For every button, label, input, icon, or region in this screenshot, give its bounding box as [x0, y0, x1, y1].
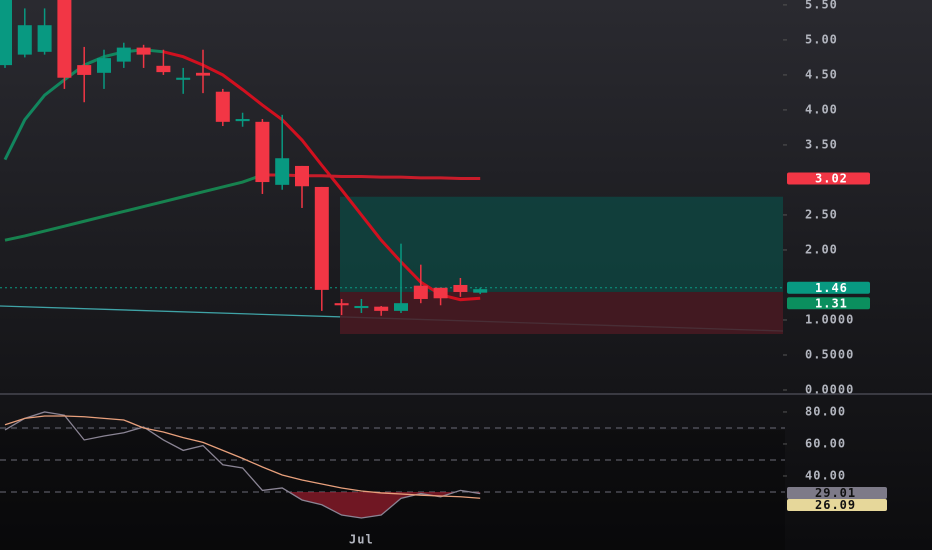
candle-body: [196, 72, 210, 76]
candle-body: [215, 91, 230, 122]
x-tick-label: Jul: [349, 533, 374, 547]
y-tick-label: 40.00: [805, 468, 846, 482]
indicator-line: [4, 173, 263, 242]
price-marker-label: 1.31: [815, 296, 848, 310]
y-tick-label: 2.50: [805, 207, 838, 221]
candle-body: [413, 285, 428, 299]
candle-body: [235, 119, 250, 122]
y-tick-label: 0.0000: [805, 383, 854, 397]
candle-body: [77, 65, 92, 75]
y-tick-label: 5.50: [805, 0, 838, 11]
value-marker-label: 29.01: [815, 486, 856, 500]
candle-body: [473, 289, 488, 293]
value-marker: [787, 499, 887, 511]
candle-body: [334, 303, 349, 306]
candle-body: [295, 165, 309, 187]
candle-body: [255, 121, 270, 183]
value-marker: [787, 487, 887, 499]
candle-body: [37, 25, 52, 52]
y-tick-label: 3.50: [805, 137, 838, 151]
oversold-fill: [288, 492, 481, 518]
stop-zone: [340, 291, 783, 334]
candle-body: [176, 77, 191, 80]
indicator-line: [4, 415, 481, 499]
candle-body: [394, 303, 408, 311]
candle-body: [314, 186, 329, 290]
y-tick-label: 4.00: [805, 102, 838, 116]
price-marker: [787, 281, 870, 294]
candle-body: [0, 0, 12, 66]
price-marker-label: 1.46: [815, 281, 848, 295]
price-marker: [787, 172, 870, 185]
candle-body: [97, 58, 111, 73]
candle-body: [116, 47, 131, 62]
candle-body: [433, 287, 448, 299]
y-tick-label: 2.00: [805, 242, 838, 256]
price-marker: [787, 297, 870, 310]
value-marker-label: 26.09: [815, 498, 856, 512]
y-tick-label: 5.00: [805, 32, 838, 46]
y-tick-label: 4.50: [805, 67, 838, 81]
price-marker-label: 3.02: [815, 172, 848, 186]
y-tick-label: 1.0000: [805, 312, 854, 326]
y-tick-label: 80.00: [805, 404, 846, 418]
candle-body: [453, 284, 468, 292]
candle-body: [275, 158, 290, 185]
candle-body: [374, 306, 389, 311]
candle-body: [136, 47, 151, 55]
rsi-shade: [0, 430, 785, 550]
candle-body: [17, 25, 32, 55]
target-zone: [340, 196, 783, 292]
candle-body: [156, 65, 171, 73]
y-tick-label: 60.00: [805, 436, 846, 450]
indicator-line: [4, 411, 481, 519]
price-pane: [0, 0, 785, 334]
candle-body: [57, 0, 72, 78]
y-tick-label: 0.5000: [805, 347, 854, 361]
candle-body: [354, 305, 369, 309]
